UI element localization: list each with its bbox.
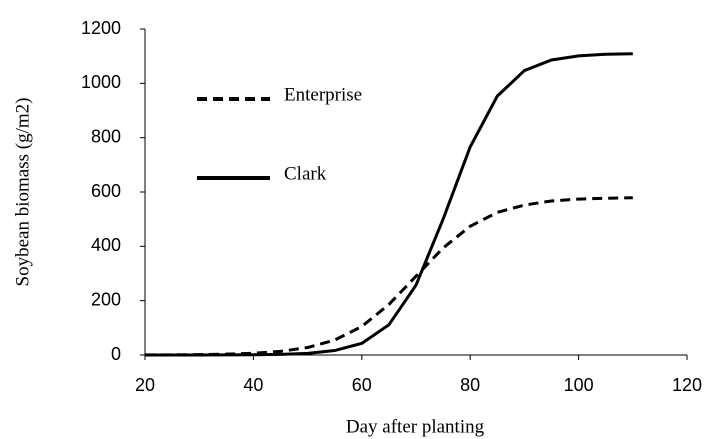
- x-tick-label: 60: [352, 375, 372, 395]
- y-tick-label: 600: [91, 181, 121, 201]
- x-tick-label: 80: [460, 375, 480, 395]
- x-tick-label: 40: [243, 375, 263, 395]
- y-tick-label: 1000: [81, 72, 121, 92]
- y-tick-label: 800: [91, 126, 121, 146]
- y-tick-label: 1200: [81, 18, 121, 38]
- data-line: [145, 52, 633, 357]
- legend-label: Enterprise: [284, 84, 362, 105]
- y-axis-label: Soybean biomass (g/m2): [12, 98, 33, 287]
- data-line: [144, 196, 633, 357]
- x-tick-label: 100: [564, 375, 594, 395]
- y-tick-label: 400: [91, 235, 121, 255]
- legend-label: Clark: [284, 163, 327, 184]
- x-tick-label: 20: [135, 375, 155, 395]
- x-tick-label: 120: [672, 375, 702, 395]
- y-tick-label: 200: [91, 289, 121, 309]
- x-axis-label: Day after planting: [346, 416, 485, 437]
- y-tick-label: 0: [111, 344, 121, 364]
